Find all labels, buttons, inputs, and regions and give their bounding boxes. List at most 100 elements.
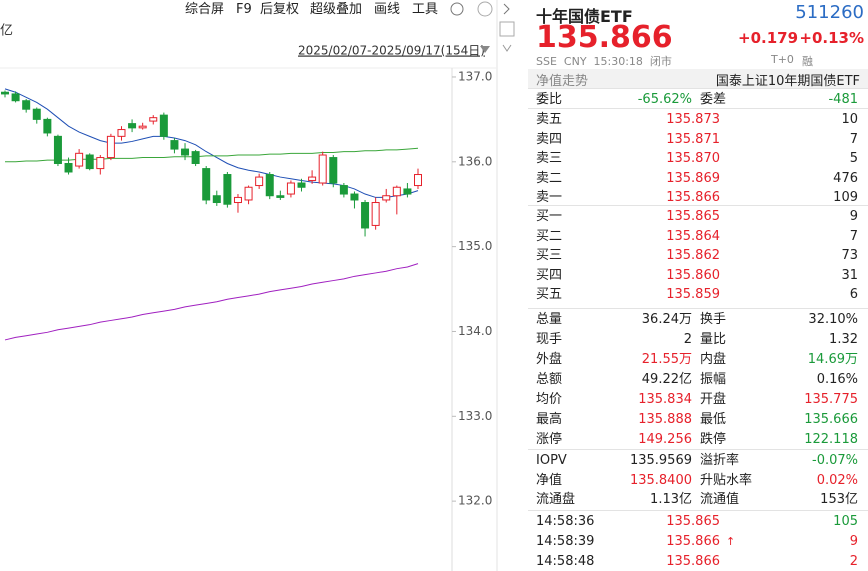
moving-average: [4, 263, 419, 341]
cell: 135.9569: [629, 453, 692, 468]
cell: 135.666: [804, 412, 858, 427]
quote-panel: 十年国债ETF 511260 135.866 +0.179 +0.13% SSE…: [528, 0, 868, 571]
cell: 9: [849, 209, 858, 224]
cell: 卖五: [536, 112, 563, 127]
cell: 153亿: [820, 492, 858, 507]
cell: 14:58:48: [536, 554, 595, 569]
collapse-icon[interactable]: [502, 44, 512, 52]
cell: 委比: [536, 92, 563, 107]
cell: 均价: [536, 392, 563, 407]
separator: [528, 449, 868, 450]
cell: 135.865: [666, 514, 720, 529]
cell: 21.55万: [641, 352, 692, 367]
cell: 135.864: [666, 228, 720, 244]
data-row: 总量 36.24万 换手 32.10%: [528, 310, 864, 329]
data-row: IOPV 135.9569 溢折率 -0.07%: [528, 451, 864, 470]
cell: 换手: [700, 312, 727, 327]
cell: 买五: [536, 287, 563, 302]
cell: 流通值: [700, 492, 740, 507]
cell: 溢折率: [700, 453, 740, 468]
cell: 6: [849, 287, 858, 302]
toolbar-item[interactable]: F9: [236, 2, 252, 17]
date-range[interactable]: 2025/02/07-2025/09/17(154日): [298, 44, 485, 58]
settings-icon[interactable]: [450, 2, 464, 16]
cell: -0.07%: [812, 453, 858, 468]
toolbar-item[interactable]: 超级叠加: [310, 2, 363, 17]
candle-body: [64, 162, 73, 173]
change-pct: +0.13%: [799, 29, 864, 47]
data-row: 涨停 149.256 跌停 122.118: [528, 430, 864, 449]
cell: 135.869: [666, 170, 720, 186]
cell: 委差: [700, 92, 727, 107]
cell: 73: [841, 248, 858, 263]
cell: 卖一: [536, 190, 563, 205]
data-row: 委比 -65.62% 委差 -481: [528, 90, 864, 109]
data-row: 外盘 21.55万 内盘 14.69万: [528, 350, 864, 369]
last-price: 135.866: [536, 20, 673, 55]
candle-body: [350, 193, 359, 201]
y-tick-label: 133.0: [458, 409, 492, 423]
toolbar-item[interactable]: 工具: [412, 2, 439, 17]
cell: 14:58:36: [536, 514, 595, 529]
cell: 最高: [536, 412, 563, 427]
candle-body: [22, 100, 31, 110]
candle-body: [265, 174, 274, 197]
candle-body: [297, 182, 306, 188]
cell: 135.871: [666, 131, 720, 147]
cell: 135.888: [638, 412, 692, 427]
tab-bar: [528, 69, 868, 89]
cell: 卖三: [536, 151, 563, 166]
toolbar-item[interactable]: 后复权: [260, 2, 300, 17]
cell: 开盘: [700, 392, 727, 407]
cell: 122.118: [804, 432, 858, 447]
cell: 135.775: [804, 392, 858, 407]
cell: 现手: [536, 332, 563, 347]
cell: 振幅: [700, 372, 727, 387]
separator: [528, 205, 868, 206]
cell: 升贴水率: [700, 472, 753, 488]
tag: 融: [802, 55, 813, 68]
candle-body: [159, 114, 168, 137]
cell: 买一: [536, 209, 563, 224]
candle-body: [149, 117, 158, 122]
cell: 买三: [536, 248, 563, 263]
y-tick-label: 135.0: [458, 239, 492, 253]
wp-icon[interactable]: [499, 21, 515, 37]
cell: 总量: [536, 312, 563, 327]
cell: 135.866: [666, 190, 720, 205]
data-row: 买五 135.859 6: [528, 285, 864, 304]
data-row: 买四 135.860 31: [528, 266, 864, 285]
y-tick-label: 134.0: [458, 324, 492, 338]
data-row: 现手 2 量比 1.32: [528, 330, 864, 349]
candle-body: [403, 188, 412, 195]
candle-body: [202, 168, 211, 201]
tag: T+0: [771, 53, 794, 66]
cell: 135.8400: [629, 472, 692, 488]
cell: 内盘: [700, 352, 727, 367]
toolbar-item[interactable]: 综合屏: [185, 2, 225, 17]
candle-body: [181, 148, 190, 156]
next-icon[interactable]: [503, 3, 510, 15]
data-row: 14:58:36 135.865 105: [528, 512, 864, 531]
cell: 109: [833, 190, 858, 205]
y-tick-label: 136.0: [458, 154, 492, 168]
data-row: 14:58:39 135.866 9 ↑: [528, 532, 864, 551]
candle-body: [382, 195, 391, 201]
help-icon[interactable]: [477, 1, 493, 17]
cell: 量比: [700, 332, 727, 347]
candle-body: [308, 176, 317, 181]
toolbar-item[interactable]: 画线: [374, 2, 401, 17]
cell: 135.834: [638, 392, 692, 407]
data-row: 买一 135.865 9: [528, 207, 864, 226]
candle-body: [138, 125, 147, 129]
data-row: 卖五 135.873 10: [528, 110, 864, 129]
dropdown-icon[interactable]: [480, 46, 490, 53]
cell: 135.873: [666, 112, 720, 127]
tab[interactable]: 净值走势: [536, 74, 589, 89]
cell: 买四: [536, 267, 563, 283]
cell: 135.866: [666, 554, 720, 569]
cell: 买二: [536, 228, 563, 244]
candle-body: [414, 174, 422, 187]
data-row: 净值 135.8400 升贴水率 0.02%: [528, 471, 864, 490]
cell: 135.866: [666, 534, 720, 549]
